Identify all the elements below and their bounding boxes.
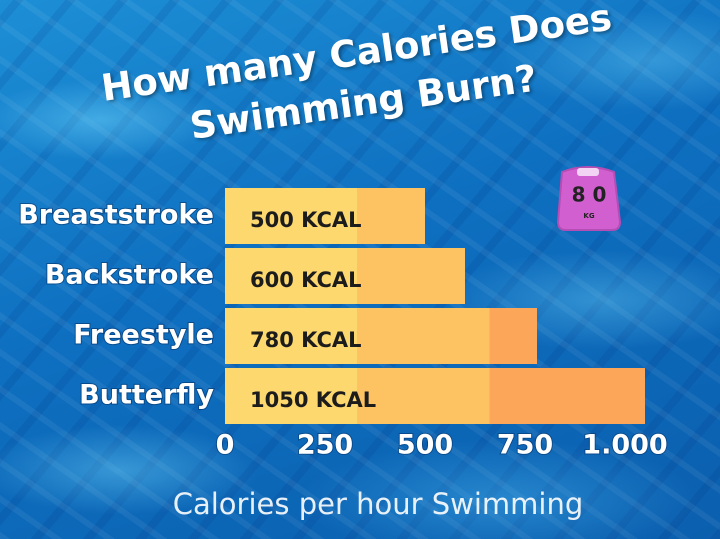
x-tick-label: 1.000 xyxy=(582,430,667,461)
bar xyxy=(225,368,645,424)
badge-unit: KG xyxy=(583,212,594,220)
y-tick-label: Freestyle xyxy=(73,320,214,351)
x-tick-label: 0 xyxy=(216,430,235,461)
bar xyxy=(225,308,537,364)
x-tick-label: 750 xyxy=(497,430,553,461)
value-label: 500 KCAL xyxy=(250,208,362,232)
value-label: 780 KCAL xyxy=(250,328,362,352)
value-label: 1050 KCAL xyxy=(250,388,376,412)
scale-dial xyxy=(577,168,599,176)
bar xyxy=(225,248,465,304)
x-tick-label: 500 xyxy=(397,430,453,461)
y-tick-label: Breaststroke xyxy=(18,200,214,231)
weight-badge: 8 0 KG xyxy=(556,166,622,231)
x-axis-label: Calories per hour Swimming xyxy=(173,487,584,521)
y-tick-label: Backstroke xyxy=(45,260,214,291)
y-tick-label: Butterfly xyxy=(79,380,214,411)
value-label: 600 KCAL xyxy=(250,268,362,292)
bar xyxy=(225,188,425,244)
x-tick-label: 250 xyxy=(297,430,353,461)
badge-value: 8 0 xyxy=(572,183,607,207)
scale-icon xyxy=(556,166,622,231)
